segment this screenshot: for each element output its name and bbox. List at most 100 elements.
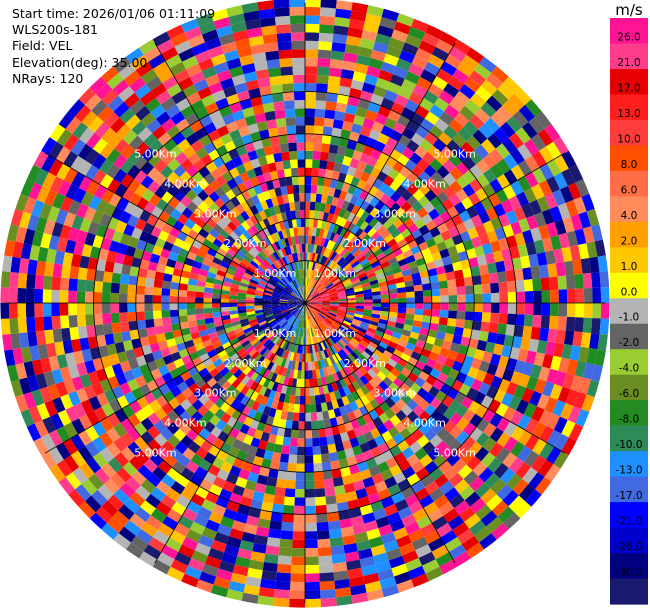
velocity-gate xyxy=(162,75,179,91)
velocity-gate xyxy=(338,303,348,306)
velocity-gate xyxy=(275,24,291,34)
velocity-gate xyxy=(214,197,226,209)
velocity-gate xyxy=(460,141,475,156)
velocity-gate xyxy=(48,355,60,371)
velocity-gate xyxy=(289,334,295,344)
velocity-gate xyxy=(380,307,390,312)
velocity-gate xyxy=(144,294,153,303)
velocity-gate xyxy=(243,71,258,83)
velocity-gate xyxy=(323,247,330,257)
velocity-gate xyxy=(185,480,200,494)
velocity-gate xyxy=(480,273,491,285)
velocity-gate xyxy=(161,310,171,318)
velocity-gate xyxy=(396,58,412,72)
velocity-gate xyxy=(308,370,313,379)
velocity-gate xyxy=(333,570,349,581)
velocity-gate xyxy=(553,248,564,264)
velocity-gate xyxy=(297,227,302,236)
velocity-gate xyxy=(468,192,481,206)
velocity-gate xyxy=(169,295,179,303)
velocity-gate xyxy=(364,580,382,593)
velocity-gate xyxy=(309,344,313,354)
velocity-gate xyxy=(68,290,77,303)
velocity-gate xyxy=(283,100,295,110)
velocity-gate xyxy=(343,220,352,230)
velocity-gate xyxy=(347,383,356,394)
velocity-gate xyxy=(422,315,432,323)
velocity-gate xyxy=(402,42,419,56)
velocity-gate xyxy=(368,536,384,549)
velocity-gate xyxy=(271,399,279,410)
velocity-gate xyxy=(488,272,499,284)
velocity-gate xyxy=(15,193,29,212)
velocity-gate xyxy=(279,305,289,309)
velocity-gate xyxy=(256,284,266,290)
velocity-gate xyxy=(586,348,598,365)
velocity-gate xyxy=(194,50,211,64)
velocity-gate xyxy=(383,233,394,244)
velocity-gate xyxy=(399,212,411,224)
velocity-gate xyxy=(322,229,329,239)
velocity-gate xyxy=(131,257,142,268)
velocity-gate xyxy=(305,303,311,310)
velocity-gate xyxy=(470,497,487,514)
velocity-gate xyxy=(445,271,456,281)
velocity-gate xyxy=(178,247,190,258)
velocity-gate xyxy=(323,267,330,276)
velocity-gate xyxy=(546,176,560,193)
velocity-gate xyxy=(65,352,77,367)
colorbar-label: -17.0 xyxy=(615,490,642,502)
velocity-gate xyxy=(404,99,420,113)
velocity-gate xyxy=(326,270,334,278)
velocity-gate xyxy=(322,410,330,420)
velocity-gate xyxy=(339,349,348,358)
velocity-gate xyxy=(404,280,414,288)
velocity-gate xyxy=(305,32,320,42)
velocity-gate xyxy=(341,413,351,424)
velocity-gate xyxy=(278,375,286,385)
velocity-gate xyxy=(300,311,304,320)
velocity-gate xyxy=(540,315,550,329)
velocity-gate xyxy=(112,79,130,96)
velocity-gate xyxy=(223,322,233,330)
velocity-gate xyxy=(338,300,348,303)
velocity-gate xyxy=(249,418,260,430)
velocity-gate xyxy=(484,341,496,354)
velocity-gate xyxy=(311,318,317,327)
velocity-gate xyxy=(433,233,445,245)
velocity-gate xyxy=(158,230,170,242)
velocity-gate xyxy=(388,311,398,318)
velocity-gate xyxy=(410,212,422,224)
velocity-gate xyxy=(305,497,316,507)
velocity-gate xyxy=(140,417,154,431)
velocity-gate xyxy=(324,329,332,338)
velocity-gate xyxy=(241,220,251,231)
velocity-gate xyxy=(475,504,492,520)
velocity-gate xyxy=(259,509,272,521)
velocity-gate xyxy=(199,134,212,147)
velocity-gate xyxy=(299,303,305,310)
velocity-gate xyxy=(191,239,203,250)
velocity-gate xyxy=(286,125,297,135)
velocity-gate xyxy=(283,220,290,230)
velocity-gate xyxy=(338,298,348,302)
velocity-gate xyxy=(265,154,276,165)
velocity-gate xyxy=(414,145,428,159)
velocity-gate xyxy=(29,245,41,261)
velocity-gate xyxy=(52,397,66,414)
velocity-gate xyxy=(297,287,302,296)
velocity-gate xyxy=(134,506,151,522)
velocity-gate xyxy=(320,292,329,297)
velocity-gate xyxy=(236,249,246,259)
velocity-gate xyxy=(73,187,87,204)
velocity-gate xyxy=(286,342,292,352)
velocity-gate xyxy=(475,223,487,237)
velocity-gate xyxy=(289,262,295,272)
velocity-gate xyxy=(267,433,277,444)
velocity-gate xyxy=(85,441,100,458)
velocity-gate xyxy=(44,329,55,344)
velocity-gate xyxy=(298,327,301,337)
velocity-gate xyxy=(152,125,167,140)
colorbar-swatch xyxy=(610,145,648,172)
velocity-gate xyxy=(128,236,140,249)
